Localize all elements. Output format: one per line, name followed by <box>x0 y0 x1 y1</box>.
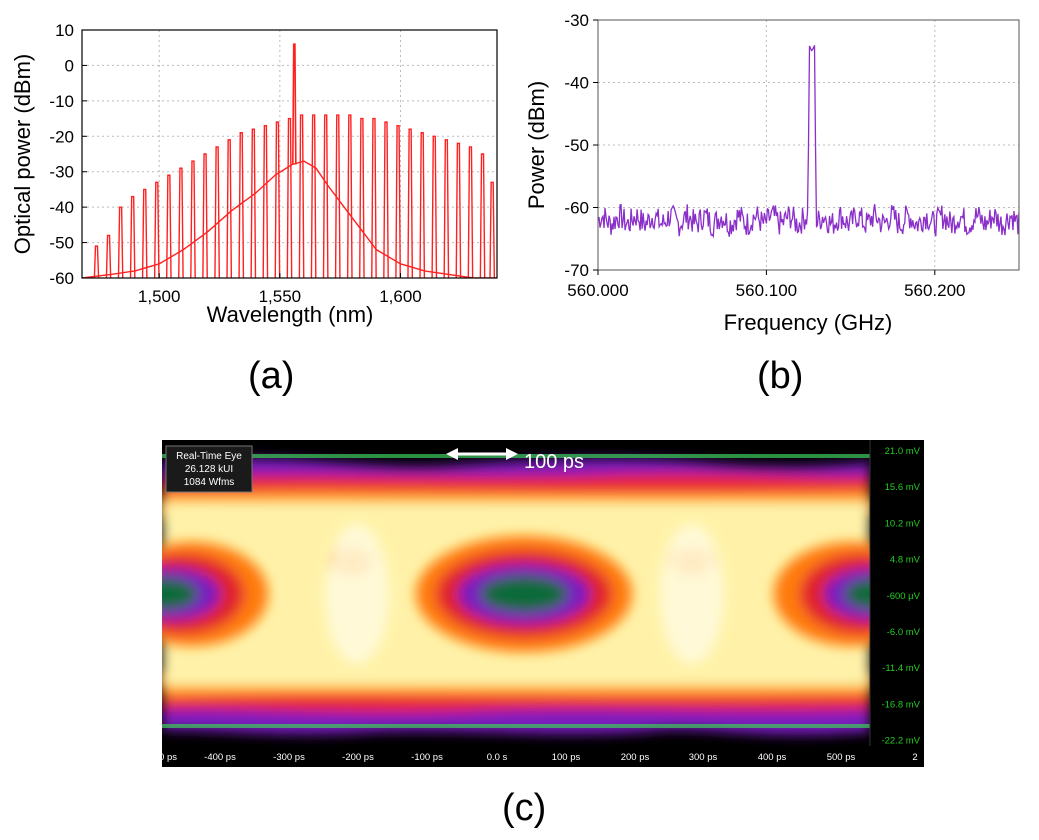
comb-line <box>371 117 377 278</box>
chart-a: 10 0 -10 -20 -30 -40 -50 -60 1,500 1,550 1,600 Op… <box>10 21 498 327</box>
x-tick-label: 1,550 <box>259 287 302 306</box>
comb-line <box>359 117 365 278</box>
y-tick-label: -600 µV <box>887 591 921 602</box>
y-tick-label: -50 <box>564 136 589 155</box>
pump-line <box>292 43 297 165</box>
y-tick-label: -60 <box>564 199 589 218</box>
y-tick-label: -70 <box>564 261 589 280</box>
x-tick-label: 300 ps <box>689 752 718 763</box>
comb-line <box>286 117 293 278</box>
comb-line <box>141 188 148 278</box>
comb-line <box>178 167 184 278</box>
y-tick-label: 10 <box>55 21 74 40</box>
comb-line <box>298 114 305 278</box>
y-tick-label: -20 <box>49 127 74 146</box>
spectrum-trace <box>598 45 1019 239</box>
x-tick-label: -100 ps <box>411 752 443 763</box>
info-line-1: Real-Time Eye <box>176 451 242 462</box>
y-tick-label: 4.8 mV <box>890 555 921 566</box>
comb-line <box>419 132 426 278</box>
comb-line <box>153 181 160 278</box>
noise-floor <box>82 160 497 278</box>
panel-label-c: (c) <box>502 787 547 829</box>
info-box <box>165 445 253 493</box>
comb-line <box>431 135 438 278</box>
x-tick-label: -300 ps <box>273 752 305 763</box>
y-tick-label: -50 <box>49 234 74 253</box>
comb-line <box>117 206 124 278</box>
comb-line <box>310 114 317 278</box>
y-tick-label: -30 <box>49 163 74 182</box>
chart-c: 21.0 mV 15.6 mV 10.2 mV 4.8 mV -600 µV -6.0 m… <box>162 440 924 767</box>
floor-line <box>82 160 497 278</box>
comb-line <box>346 114 353 278</box>
y-tick-label: 21.0 mV <box>885 446 921 457</box>
x-tick-label: 560.000 <box>567 281 628 300</box>
y-tick-label: -40 <box>564 74 589 93</box>
y-axis-label: Power (dBm) <box>524 81 549 209</box>
x-axis-label: Wavelength (nm) <box>207 302 374 327</box>
x-axis-label: Frequency (GHz) <box>724 310 893 335</box>
comb-line <box>395 124 401 278</box>
x-tick-label: 0.0 s <box>487 752 508 763</box>
comb-line <box>262 124 269 278</box>
comb-line <box>165 174 172 278</box>
y-axis-label: Optical power (dBm) <box>10 54 35 255</box>
y-tick-label: -10 <box>49 92 74 111</box>
panel-label-b: (b) <box>757 355 804 397</box>
comb-line <box>238 132 245 278</box>
comb-line <box>105 234 112 278</box>
comb-lines <box>93 43 496 278</box>
info-line-2: 26.128 kUI <box>185 464 233 475</box>
x-tick-label: 1,600 <box>379 287 422 306</box>
eye-density <box>162 440 924 746</box>
comb-line <box>455 142 462 278</box>
info-line-3: 1084 Wfms <box>184 477 235 488</box>
comb-line <box>407 128 414 278</box>
y-tick-label: -6.0 mV <box>887 627 921 638</box>
x-tick-label: 400 ps <box>758 752 787 763</box>
scale-arrow <box>446 448 518 460</box>
x-tick-label: 200 ps <box>621 752 650 763</box>
panel-label-a: (a) <box>248 355 295 397</box>
comb-line <box>383 121 389 278</box>
comb-line <box>467 146 474 278</box>
comb-line <box>334 114 341 278</box>
spectrum-line <box>598 45 1019 239</box>
comb-line <box>479 153 486 278</box>
y-tick-label: -30 <box>564 11 589 30</box>
comb-line <box>190 160 196 278</box>
x-tick-label: 560.100 <box>736 281 797 300</box>
comb-line <box>322 114 329 278</box>
y-tick-label: -60 <box>49 269 74 288</box>
y-tick-label: -11.4 mV <box>882 663 921 674</box>
comb-line <box>202 153 208 278</box>
comb-line <box>443 139 450 278</box>
x-tick-label: -400 ps <box>204 752 236 763</box>
comb-line <box>93 245 100 278</box>
scale-label: 100 ps <box>524 451 584 473</box>
y-tick-label: -40 <box>49 198 74 217</box>
x-tick-label: -200 ps <box>342 752 374 763</box>
comb-line <box>129 195 136 278</box>
y-tick-label: 0 <box>65 56 74 75</box>
chart-b: -30 -40 -50 -60 -70 560.000 560.100 560.200 Po… <box>524 11 1020 335</box>
comb-line <box>226 139 233 278</box>
comb-line <box>250 128 257 278</box>
y-tick-label: -16.8 mV <box>881 699 920 710</box>
comb-line <box>214 146 220 278</box>
x-tick-label: 560.200 <box>904 281 965 300</box>
x-tick-label: 0 ps <box>162 752 177 763</box>
y-tick-label: 10.2 mV <box>885 518 921 529</box>
y-tick-label: 15.6 mV <box>885 482 921 493</box>
x-tick-label: 2 <box>912 752 917 763</box>
y-tick-label: -22.2 mV <box>881 736 920 747</box>
x-tick-label: 500 ps <box>827 752 856 763</box>
comb-line <box>274 121 281 278</box>
x-tick-label: 100 ps <box>552 752 581 763</box>
x-tick-label: 1,500 <box>138 287 181 306</box>
plot-frame <box>81 29 498 279</box>
comb-line <box>489 181 496 278</box>
